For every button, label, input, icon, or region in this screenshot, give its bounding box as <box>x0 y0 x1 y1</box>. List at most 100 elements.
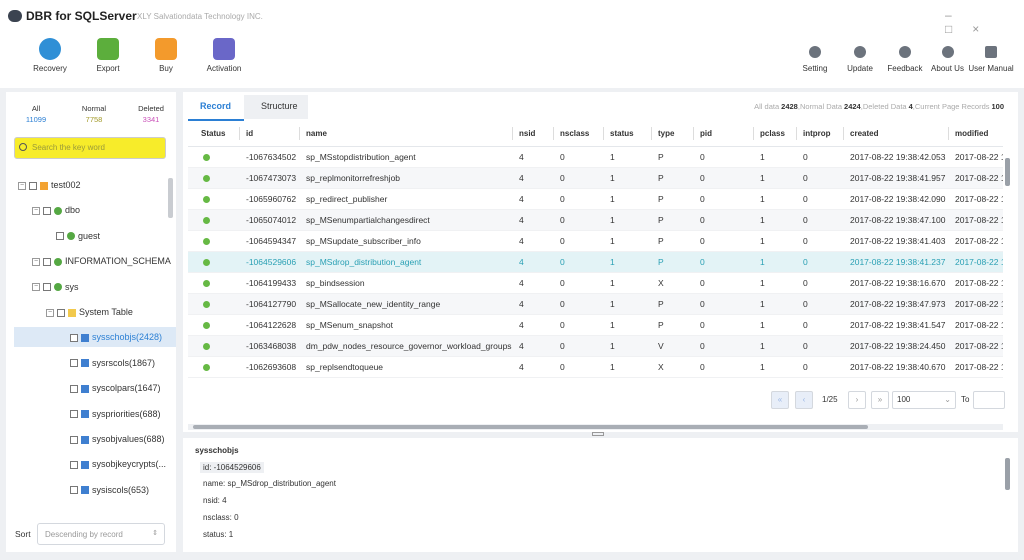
tree-node[interactable]: −System Table <box>46 302 133 322</box>
search-box[interactable]: Search the key word <box>14 137 166 159</box>
cell: 0 <box>700 189 705 210</box>
sort-select[interactable]: Descending by record ⇕ <box>37 523 165 545</box>
cell: 0 <box>803 294 808 315</box>
page-size-select[interactable]: 100⌄ <box>892 391 956 409</box>
window-controls[interactable]: –□× <box>945 8 1024 36</box>
tree-node[interactable]: sysobjkeycrypts(... <box>70 454 166 474</box>
page-size: 100 <box>897 395 910 404</box>
tree-node[interactable]: −test002 <box>18 175 81 195</box>
column-separator <box>693 127 694 140</box>
toolbar-button[interactable]: Activation <box>199 38 249 73</box>
expander[interactable]: − <box>32 207 40 215</box>
toolbar-button[interactable]: Recovery <box>25 38 75 73</box>
checkbox[interactable] <box>57 309 65 317</box>
expander[interactable]: − <box>32 258 40 266</box>
cell: 0 <box>803 231 808 252</box>
tree-node[interactable]: sysiscols(653) <box>70 480 149 500</box>
column-header[interactable]: modified <box>955 121 988 147</box>
last-page[interactable]: » <box>871 391 889 409</box>
tree-scrollbar[interactable] <box>168 178 173 218</box>
checkbox[interactable] <box>70 410 78 418</box>
status-icon <box>203 196 210 203</box>
status-icon <box>203 259 210 266</box>
tree-node[interactable]: −dbo <box>32 200 80 220</box>
tab[interactable]: Structure <box>261 101 298 111</box>
cell: P <box>658 252 664 273</box>
next-page[interactable]: › <box>848 391 866 409</box>
expander[interactable]: − <box>32 283 40 291</box>
cell: 4 <box>519 168 524 189</box>
checkbox[interactable] <box>70 486 78 494</box>
column-header[interactable]: name <box>306 121 327 147</box>
toolbar-button[interactable]: About Us <box>930 46 965 73</box>
label: Setting <box>803 64 828 73</box>
status-icon <box>203 238 210 245</box>
search-icon <box>19 143 27 151</box>
column-separator <box>796 127 797 140</box>
column-header[interactable]: intprop <box>803 121 831 147</box>
column-header[interactable]: pid <box>700 121 712 147</box>
tab[interactable]: Record <box>200 101 231 111</box>
tree-node[interactable]: syspriorities(688) <box>70 404 161 424</box>
tree-node[interactable]: guest <box>56 226 100 246</box>
icon <box>942 46 954 58</box>
splitter[interactable] <box>592 432 604 436</box>
toolbar-button[interactable]: Buy <box>141 38 191 73</box>
cell: 4 <box>519 294 524 315</box>
tree-node[interactable]: sysrscols(1867) <box>70 353 155 373</box>
node-icon <box>67 232 75 240</box>
record-table: Status id name nsid nsclass status type pid pcla… <box>188 121 1003 384</box>
column-header[interactable]: type <box>658 121 674 147</box>
tree-node[interactable]: −sys <box>32 277 79 297</box>
checkbox[interactable] <box>70 359 78 367</box>
icon <box>985 46 997 58</box>
toolbar-button[interactable]: Feedback <box>885 46 925 73</box>
column-header[interactable]: Status <box>201 121 225 147</box>
cell: 2017-08-22 19:38:24.450 <box>850 336 945 357</box>
column-header[interactable]: created <box>850 121 878 147</box>
toolbar-button[interactable]: Setting <box>800 46 830 73</box>
column-separator <box>948 127 949 140</box>
column-separator <box>843 127 844 140</box>
checkbox[interactable] <box>70 436 78 444</box>
cell: 0 <box>803 336 808 357</box>
goto-input[interactable] <box>973 391 1005 409</box>
cell: 1 <box>760 357 765 378</box>
column-header[interactable]: nsclass <box>560 121 589 147</box>
first-page[interactable]: « <box>771 391 789 409</box>
checkbox[interactable] <box>70 385 78 393</box>
toolbar-button[interactable]: Export <box>83 38 133 73</box>
h-scrollbar[interactable] <box>193 425 868 429</box>
cell: 4 <box>519 357 524 378</box>
checkbox[interactable] <box>43 283 51 291</box>
expander[interactable]: − <box>18 182 26 190</box>
checkbox[interactable] <box>70 461 78 469</box>
column-header[interactable]: id <box>246 121 253 147</box>
summary: All data2428,Normal Data2424,Deleted Dat… <box>754 102 1004 111</box>
checkbox[interactable] <box>29 182 37 190</box>
cell: 0 <box>560 273 565 294</box>
checkbox[interactable] <box>43 258 51 266</box>
tree-node[interactable]: − INFORMATION_SCHEMA <box>32 251 171 271</box>
node-label: INFORMATION_SCHEMA <box>65 256 171 266</box>
node-label: sysobjkeycrypts(... <box>92 459 166 469</box>
table-scrollbar[interactable] <box>1005 158 1010 186</box>
cell: 4 <box>519 210 524 231</box>
checkbox[interactable] <box>43 207 51 215</box>
detail-scrollbar[interactable] <box>1005 458 1010 490</box>
tree-node[interactable]: syscolpars(1647) <box>70 378 161 398</box>
tree-node[interactable]: sysschobjs(2428) <box>14 327 176 347</box>
tree-node[interactable]: sysobjvalues(688) <box>70 429 165 449</box>
column-header[interactable]: status <box>610 121 634 147</box>
checkbox[interactable] <box>56 232 64 240</box>
prev-page[interactable]: ‹ <box>795 391 813 409</box>
column-header[interactable]: nsid <box>519 121 535 147</box>
toolbar-button[interactable]: Update <box>845 46 875 73</box>
column-header[interactable]: pclass <box>760 121 785 147</box>
expander[interactable]: − <box>46 309 54 317</box>
toolbar-button[interactable]: User Manual <box>968 46 1014 73</box>
checkbox[interactable] <box>70 334 78 342</box>
cell: 0 <box>700 336 705 357</box>
stat-value: 7758 <box>76 115 112 124</box>
cell: 0 <box>803 357 808 378</box>
